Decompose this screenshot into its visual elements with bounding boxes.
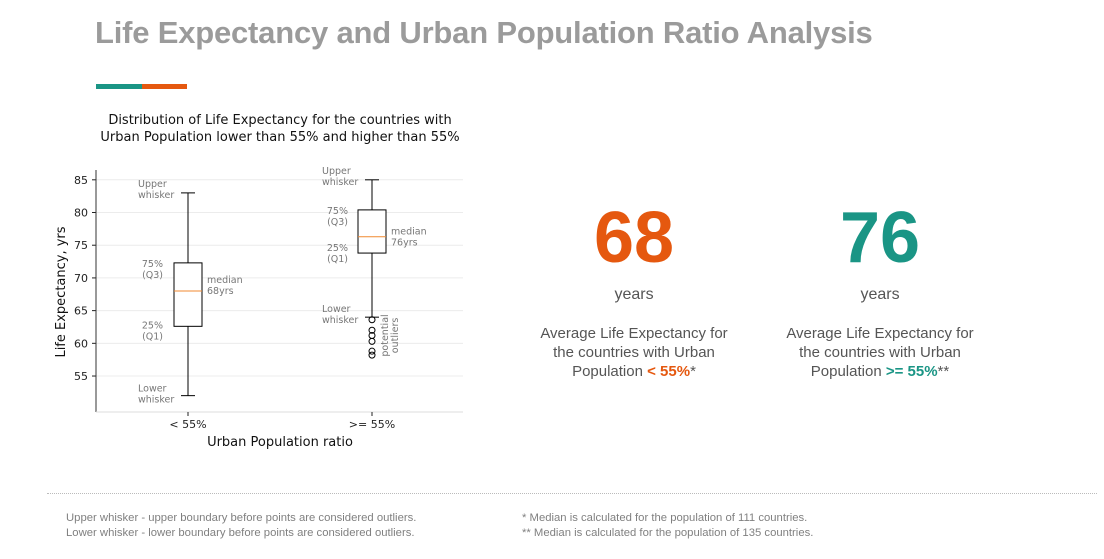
footnote-lower-whisker: Lower whisker - lower boundary before po…	[66, 527, 415, 539]
stat-value: 68	[593, 198, 675, 278]
footnote-medians: * Median is calculated for the populatio…	[522, 511, 813, 541]
chart-title-line2: Urban Population lower than 55% and high…	[100, 130, 459, 145]
stat-desc-prefix: Population	[810, 363, 886, 380]
footnote-whiskers: Upper whisker - upper boundary before po…	[66, 511, 416, 541]
annotation-q3: 75%	[142, 259, 163, 270]
footnote-median-low: * Median is calculated for the populatio…	[522, 512, 808, 524]
stat-desc-prefix: Population	[572, 363, 648, 380]
stat-value: 76	[839, 198, 921, 278]
annotation-upper-whisker: whisker	[138, 190, 174, 201]
annotation-median: median	[207, 275, 243, 286]
outlier-point	[368, 351, 376, 359]
y-axis-label: Life Expectancy, yrs	[54, 226, 69, 357]
stat-highlight: < 55%	[647, 363, 691, 380]
footer-divider	[47, 493, 1097, 494]
annotation-lower-whisker: Lower	[322, 304, 351, 315]
accent-bar-orange	[142, 84, 187, 89]
stat-desc-line2: the countries with Urban	[553, 344, 715, 361]
y-tick-label: 60	[74, 337, 88, 350]
stat-description: Average Life Expectancy for the countrie…	[519, 324, 749, 381]
page-title: Life Expectancy and Urban Population Rat…	[95, 15, 873, 50]
iqr-box	[173, 262, 203, 327]
x-axis-label: Urban Population ratio	[207, 435, 353, 450]
outlier-point	[368, 316, 376, 324]
y-tick-label: 85	[74, 174, 88, 187]
annotation-q1: 25%	[327, 243, 348, 254]
y-tick-label: 65	[74, 305, 88, 318]
annotation-upper-whisker: Upper	[322, 166, 351, 177]
chart-title-line1: Distribution of Life Expectancy for the …	[108, 113, 451, 128]
accent-bar-teal	[96, 84, 142, 89]
annotation-q1: (Q1)	[142, 331, 163, 342]
footnote-upper-whisker: Upper whisker - upper boundary before po…	[66, 512, 417, 524]
annotation-lower-whisker: whisker	[138, 395, 174, 406]
stat-description: Average Life Expectancy for the countrie…	[765, 324, 995, 381]
annotation-median: 76yrs	[391, 238, 418, 249]
annotation-lower-whisker: whisker	[322, 315, 358, 326]
annotation-q3: 75%	[327, 206, 348, 217]
outlier-point	[368, 337, 376, 345]
stat-footnote-mark: **	[937, 363, 950, 380]
stat-desc-line3: Population >= 55%**	[765, 362, 995, 381]
stat-desc-line1: Average Life Expectancy for	[540, 325, 728, 342]
annotation-median: median	[391, 227, 427, 238]
outlier-point	[368, 326, 376, 334]
stat-desc-line1: Average Life Expectancy for	[786, 325, 974, 342]
y-tick-label: 70	[74, 272, 88, 285]
stat-unit: years	[860, 286, 900, 303]
y-tick-label: 75	[74, 239, 88, 252]
y-tick-label: 80	[74, 207, 88, 220]
iqr-box	[357, 209, 387, 254]
annotation-outliers: potential	[380, 314, 391, 356]
outlier-point	[368, 347, 376, 355]
stat-desc-line3: Population < 55%*	[519, 362, 749, 381]
boxplot-chart: Distribution of Life Expectancy for the …	[54, 113, 463, 450]
annotation-outliers: outliers	[390, 318, 401, 354]
stat-footnote-mark: *	[690, 363, 696, 380]
annotation-q3: (Q3)	[327, 217, 348, 228]
footnote-median-high: ** Median is calculated for the populati…	[522, 527, 814, 539]
annotation-median: 68yrs	[207, 286, 234, 297]
stat-card-low: 68 years Average Life Expectancy for the…	[519, 202, 749, 381]
stat-desc-line2: the countries with Urban	[799, 344, 961, 361]
annotation-upper-whisker: Upper	[138, 179, 167, 190]
annotation-lower-whisker: Lower	[138, 384, 167, 395]
annotation-q1: (Q1)	[327, 254, 348, 265]
x-tick-label: < 55%	[169, 418, 206, 431]
y-tick-label: 55	[74, 370, 88, 383]
stat-card-high: 76 years Average Life Expectancy for the…	[765, 202, 995, 381]
annotation-q1: 25%	[142, 320, 163, 331]
annotation-upper-whisker: whisker	[322, 177, 358, 188]
annotation-q3: (Q3)	[142, 270, 163, 281]
stat-highlight: >= 55%	[885, 363, 938, 380]
stat-unit: years	[614, 286, 654, 303]
x-tick-label: >= 55%	[349, 418, 395, 431]
